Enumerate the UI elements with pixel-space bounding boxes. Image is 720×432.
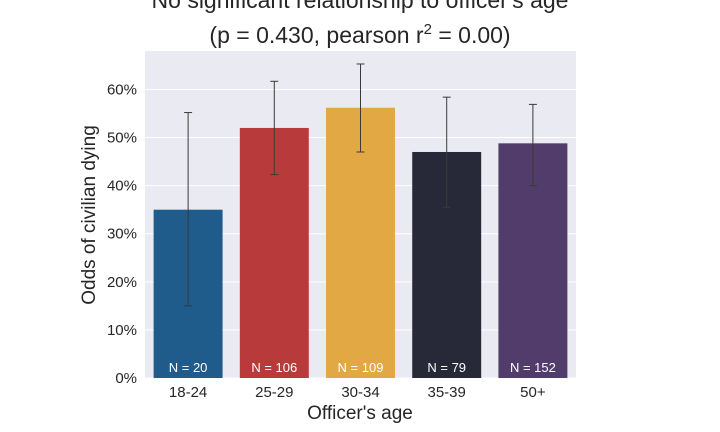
x-tick-label: 18-24 bbox=[169, 384, 207, 401]
y-axis-ticks: 0% 10% 20% 30% 40% 50% 60% bbox=[107, 81, 137, 387]
y-tick-label: 40% bbox=[107, 178, 137, 195]
error-bar bbox=[442, 96, 451, 208]
title-line2-prefix: (p = 0.430, pearson r bbox=[209, 22, 424, 48]
chart-title-line2: (p = 0.430, pearson r2 = 0.00) bbox=[209, 21, 510, 48]
y-tick-label: 20% bbox=[107, 274, 137, 291]
x-axis-ticks: 18-24 25-29 30-34 35-39 50+ bbox=[169, 384, 546, 401]
title-line2-suffix: = 0.00) bbox=[432, 22, 511, 48]
y-tick-label: 0% bbox=[115, 370, 137, 387]
sample-size-labels: N = 20 N = 106 N = 109 N = 79 N = 152 bbox=[169, 360, 556, 375]
error-bars bbox=[184, 63, 537, 307]
bar-30-34 bbox=[326, 107, 395, 379]
n-label: N = 20 bbox=[169, 360, 208, 375]
error-bar bbox=[184, 112, 193, 307]
chart-title-line1: No significant relationship to officer's… bbox=[152, 0, 569, 13]
n-label: N = 79 bbox=[427, 360, 466, 375]
y-tick-label: 10% bbox=[107, 322, 137, 339]
y-axis-label: Odds of civilian dying bbox=[79, 125, 100, 305]
y-tick-label: 50% bbox=[107, 130, 137, 147]
error-bar bbox=[528, 103, 537, 187]
x-tick-label: 35-39 bbox=[428, 384, 466, 401]
x-axis-label: Officer's age bbox=[307, 403, 413, 424]
n-label: N = 152 bbox=[510, 360, 556, 375]
y-tick-label: 60% bbox=[107, 81, 137, 98]
x-tick-label: 50+ bbox=[520, 384, 546, 401]
x-tick-label: 30-34 bbox=[341, 384, 379, 401]
title-superscript: 2 bbox=[424, 21, 432, 38]
y-tick-label: 30% bbox=[107, 226, 137, 243]
n-label: N = 109 bbox=[338, 360, 384, 375]
n-label: N = 106 bbox=[251, 360, 297, 375]
error-bar bbox=[270, 80, 279, 176]
error-bar bbox=[356, 63, 365, 153]
x-tick-label: 25-29 bbox=[255, 384, 293, 401]
